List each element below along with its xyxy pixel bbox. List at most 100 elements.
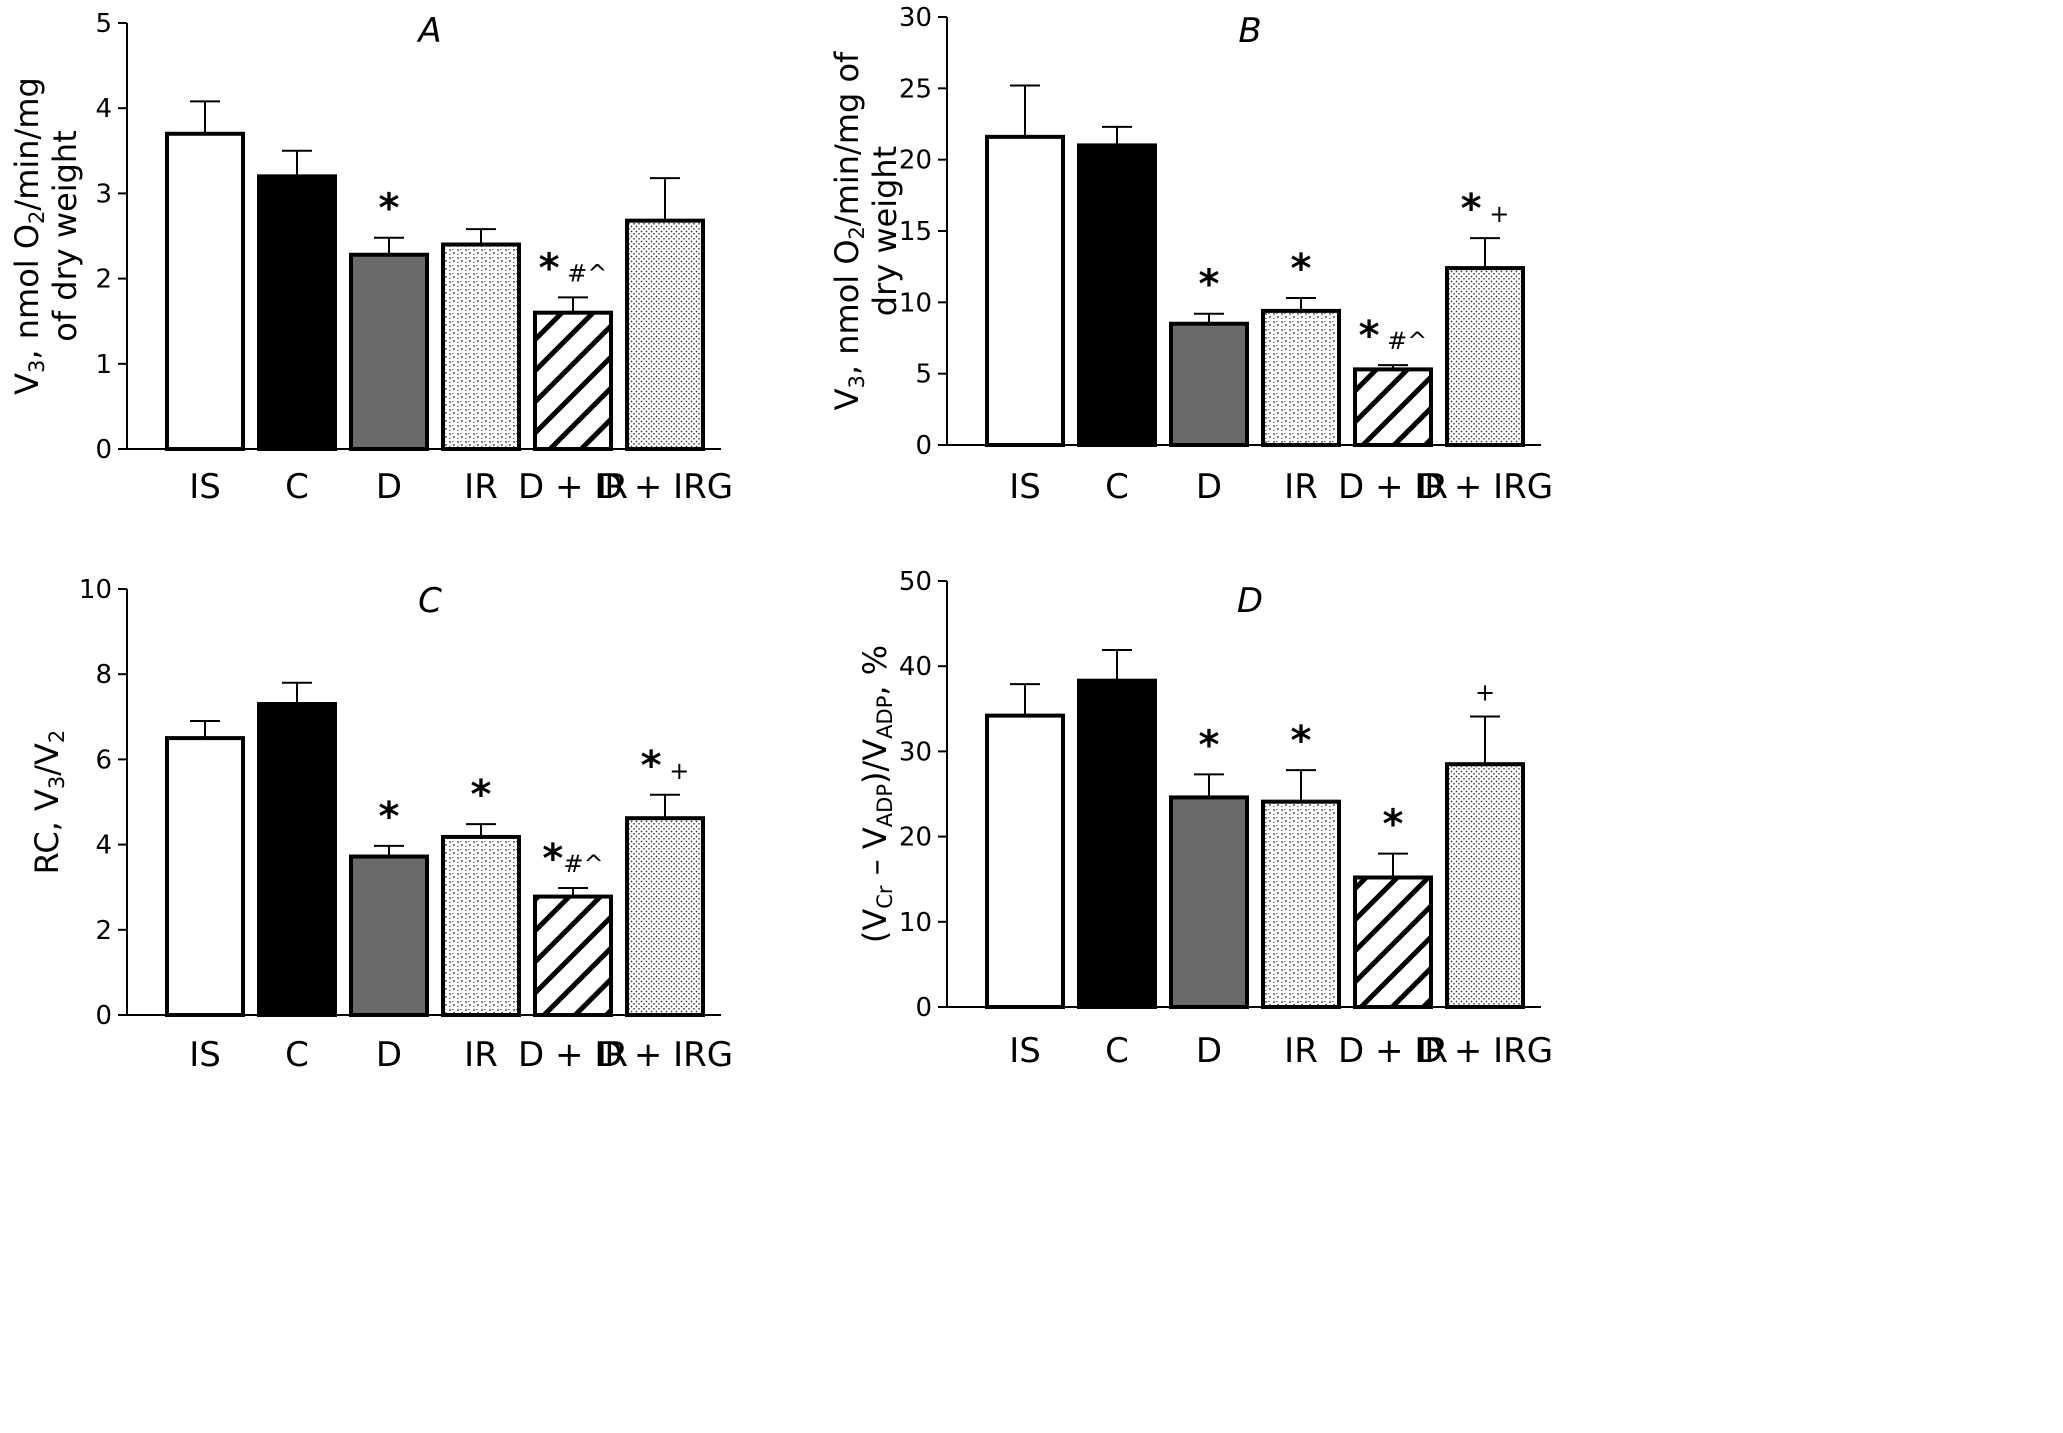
y-axis-label-a: V3, nmol O2/min/mg of dry weight	[8, 77, 84, 395]
bar-b-c	[1077, 143, 1157, 447]
bar-b-d	[1169, 321, 1249, 448]
significance-c-d-irg: * +	[641, 743, 690, 789]
category-label-c-d-ir: D + IR	[518, 1035, 628, 1075]
y-tick-label-a: 1	[95, 350, 112, 380]
y-tick-label-c: 6	[95, 745, 112, 775]
y-tick-label-b: 25	[899, 74, 932, 104]
bar-b-is	[985, 134, 1065, 447]
y-axis-label-line1-b: V3, nmol O2/min/mg of	[828, 51, 869, 410]
y-axis-label-line2-b: dry weight	[866, 146, 904, 316]
significance-d-d-irg: +	[1475, 678, 1495, 706]
y-tick-label-c: 2	[95, 916, 112, 946]
category-label-a-is: IS	[189, 467, 221, 507]
category-label-c-c: C	[285, 1035, 309, 1075]
y-tick-label-c: 8	[95, 660, 112, 690]
bar-d-d-irg	[1445, 762, 1525, 1009]
y-tick-label-d: 10	[899, 908, 932, 938]
category-label-a-c: C	[285, 467, 309, 507]
y-tick-label-c: 0	[95, 1001, 112, 1031]
significance-d-d-ir: *	[1383, 802, 1404, 848]
category-label-a-d-ir: D + IR	[518, 467, 628, 507]
bar-a-d-irg	[625, 218, 705, 451]
bar-b-d-ir	[1353, 367, 1433, 447]
significance-b-d-irg: * +	[1461, 186, 1510, 232]
y-tick-label-c: 10	[79, 575, 112, 605]
panel-d: 0 10 20 30 40 50 D (VCr – VADP)/VADP, % IS C * D * IR…	[856, 567, 1553, 1071]
category-label-b-c: C	[1105, 467, 1129, 507]
y-tick-label-b: 20	[899, 146, 932, 176]
bar-d-d-ir	[1353, 875, 1433, 1009]
category-label-d-d: D	[1196, 1031, 1222, 1071]
category-label-d-c: C	[1105, 1031, 1129, 1071]
bar-b-ir	[1261, 308, 1341, 448]
bar-a-ir	[441, 242, 521, 451]
bar-d-is	[985, 713, 1065, 1010]
significance-c-d-ir: *#^	[542, 836, 603, 882]
y-tick-label-b: 30	[899, 3, 932, 33]
y-tick-label-b: 15	[899, 217, 932, 247]
y-tick-label-d: 50	[899, 567, 932, 597]
bar-c-is	[165, 736, 245, 1017]
significance-a-d: *	[379, 186, 400, 232]
y-tick-label-a: 0	[95, 435, 112, 465]
y-axis-label-line1-a: V3, nmol O2/min/mg	[8, 77, 49, 395]
panel-a: 0 1 2 3 4 5 A V3, nmol O2/min/mg of dry weight IS…	[8, 9, 733, 507]
y-axis-label-line2-a: of dry weight	[46, 130, 84, 341]
bar-d-ir	[1261, 799, 1341, 1010]
category-label-d-d-irg: D + IRG	[1417, 1031, 1553, 1071]
category-label-d-d-ir: D + IR	[1338, 1031, 1448, 1071]
y-axis-label-c: RC, V3/V2	[28, 730, 69, 875]
y-axis-label-d: (VCr – VADP)/VADP, %	[856, 645, 897, 943]
y-tick-label-b: 10	[899, 288, 932, 318]
category-label-b-d-ir: D + IR	[1338, 467, 1448, 507]
category-label-c-d-irg: D + IRG	[597, 1035, 733, 1075]
category-label-a-d-irg: D + IRG	[597, 467, 733, 507]
panel-c: 0 2 4 6 8 10 C RC, V3/V2 IS C * D * IR *#^ D + IR * + D +…	[28, 575, 733, 1075]
significance-c-d: *	[379, 794, 400, 840]
category-label-a-ir: IR	[464, 467, 498, 507]
y-axis-label-line1-d: (VCr – VADP)/VADP, %	[856, 645, 897, 943]
panel-letter-c: C	[418, 581, 442, 621]
y-tick-label-d: 20	[899, 823, 932, 853]
significance-b-d-ir: * #^	[1359, 313, 1428, 359]
bar-a-d	[349, 252, 429, 451]
category-label-b-d-irg: D + IRG	[1417, 467, 1553, 507]
y-tick-label-c: 4	[95, 831, 112, 861]
bar-b-d-irg	[1445, 266, 1525, 447]
category-label-b-is: IS	[1009, 467, 1041, 507]
bar-c-d	[349, 854, 429, 1018]
panel-letter-a: A	[416, 11, 441, 51]
category-label-d-is: IS	[1009, 1031, 1041, 1071]
category-label-c-d: D	[376, 1035, 402, 1075]
y-tick-label-a: 5	[95, 9, 112, 39]
bar-d-c	[1077, 678, 1157, 1010]
y-axis-label-line1-c: RC, V3/V2	[28, 730, 69, 875]
significance-d-ir: *	[1291, 718, 1312, 764]
bar-c-d-ir	[533, 894, 613, 1018]
significance-c-ir: *	[471, 772, 492, 818]
panel-letter-b: B	[1238, 11, 1261, 51]
bar-c-ir	[441, 834, 521, 1017]
bar-a-c	[257, 174, 337, 452]
bar-d-d	[1169, 795, 1249, 1010]
y-tick-label-a: 3	[95, 179, 112, 209]
bar-a-d-ir	[533, 310, 613, 451]
category-label-a-d: D	[376, 467, 402, 507]
y-tick-label-d: 30	[899, 737, 932, 767]
bar-c-c	[257, 702, 337, 1018]
category-label-b-d: D	[1196, 467, 1222, 507]
y-tick-label-b: 5	[915, 360, 932, 390]
y-tick-label-d: 0	[915, 993, 932, 1023]
y-tick-label-a: 2	[95, 265, 112, 295]
y-tick-label-a: 4	[95, 94, 112, 124]
significance-a-d-ir: * #^	[539, 245, 608, 291]
significance-d-d: *	[1199, 722, 1220, 768]
panel-letter-d: D	[1237, 581, 1263, 621]
category-label-c-is: IS	[189, 1035, 221, 1075]
y-tick-label-b: 0	[915, 431, 932, 461]
y-tick-label-d: 40	[899, 652, 932, 682]
category-label-b-ir: IR	[1284, 467, 1318, 507]
